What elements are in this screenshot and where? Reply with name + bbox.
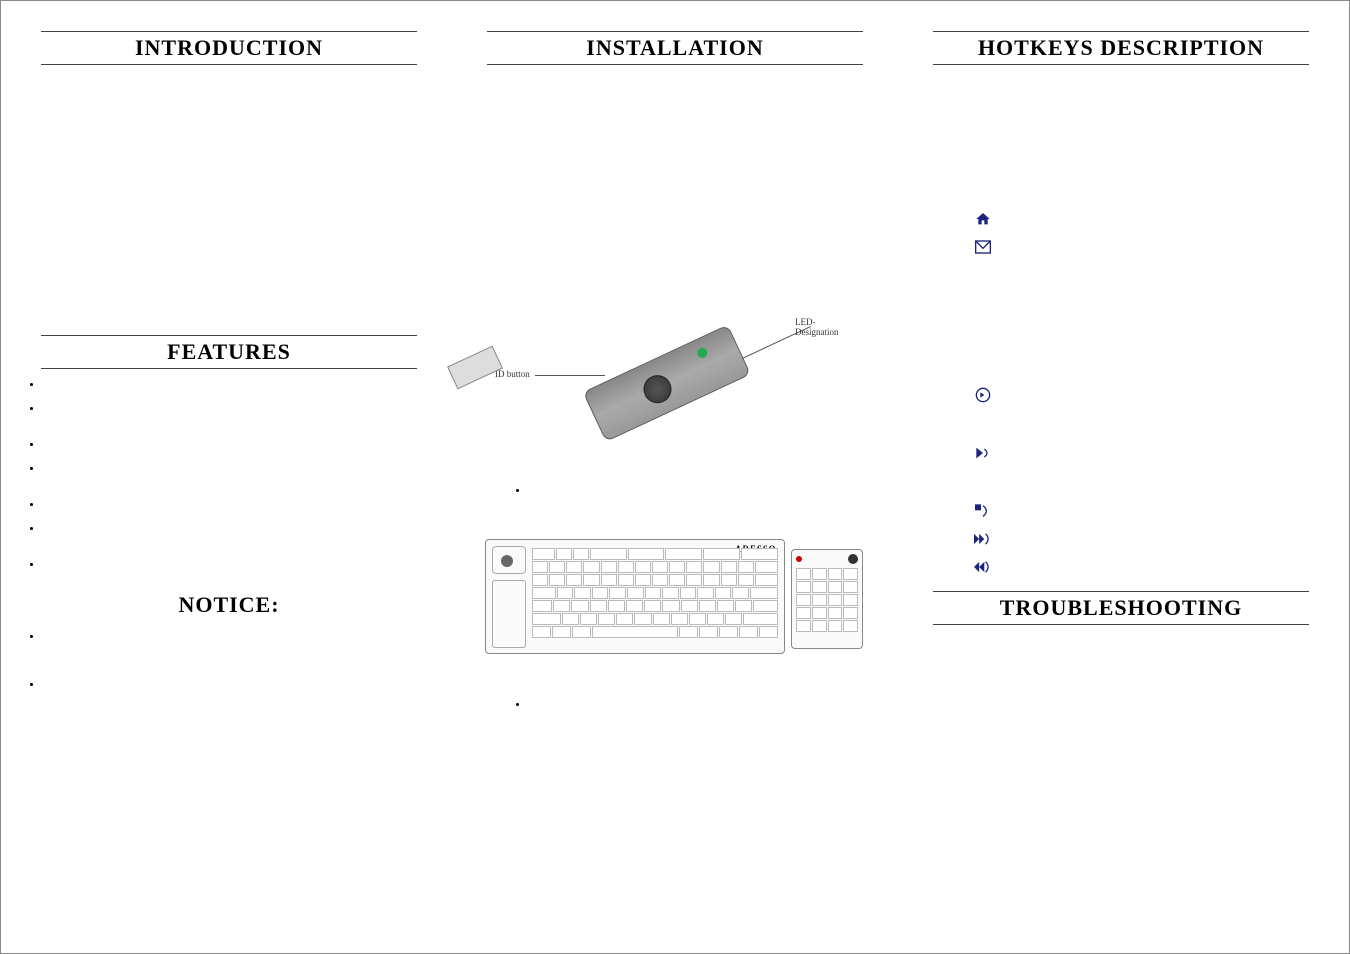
hotkey-row — [973, 209, 1329, 229]
callout-label-led: LED- Designation — [795, 317, 855, 337]
list-item — [43, 559, 437, 571]
column-installation: INSTALLATION LED- Designation ID button … — [467, 31, 883, 923]
page-container: INTRODUCTION FEATURES NOTICE: INSTALLATI… — [0, 0, 1350, 954]
list-item — [43, 439, 437, 451]
heading-introduction: INTRODUCTION — [41, 31, 417, 65]
spacer — [913, 409, 1329, 439]
keyboard-trackball — [492, 546, 526, 574]
keyboard-left-slider — [492, 580, 526, 648]
hotkey-row — [973, 501, 1329, 521]
list-item — [529, 699, 883, 711]
next-track-icon — [973, 530, 993, 548]
notice-list — [21, 631, 437, 727]
prev-track-icon — [973, 558, 993, 576]
keyboard-figure: ADESSO — [485, 539, 865, 669]
list-item — [43, 463, 437, 487]
heading-installation: INSTALLATION — [487, 31, 863, 65]
hotkey-row — [973, 385, 1329, 405]
intro-body-spacer — [21, 75, 437, 335]
list-item — [43, 499, 437, 511]
list-item — [43, 379, 437, 391]
dongle-usb-plug — [447, 346, 503, 390]
dongle-body — [583, 324, 758, 455]
play-icon — [973, 444, 993, 462]
spacer — [913, 261, 1329, 381]
hotkey-row — [973, 443, 1329, 463]
callout-label-id: ID button — [495, 369, 530, 379]
list-item — [43, 523, 437, 547]
heading-notice: NOTICE: — [41, 589, 417, 621]
heading-features: FEATURES — [41, 335, 417, 369]
list-item — [43, 403, 437, 427]
column-hotkeys: HOTKEYS DESCRIPTION — [913, 31, 1329, 923]
hotkey-row — [973, 557, 1329, 577]
home-icon — [973, 210, 993, 228]
list-item — [43, 631, 437, 667]
hotkey-row — [973, 237, 1329, 257]
stop-icon — [973, 502, 993, 520]
callout-line-id — [535, 375, 605, 376]
spacer — [467, 509, 883, 539]
usb-dongle-figure: LED- Designation ID button — [495, 315, 855, 475]
install-bottom-list — [507, 699, 883, 723]
install-body-spacer — [467, 75, 883, 275]
hotkey-row — [973, 529, 1329, 549]
column-introduction: INTRODUCTION FEATURES NOTICE: — [21, 31, 437, 923]
spacer — [913, 75, 1329, 205]
spacer — [913, 581, 1329, 591]
spacer — [467, 669, 883, 699]
keyboard-numpad — [791, 549, 863, 649]
heading-troubleshooting: TROUBLESHOOTING — [933, 591, 1309, 625]
install-mid-list — [507, 485, 883, 509]
heading-hotkeys: HOTKEYS DESCRIPTION — [933, 31, 1309, 65]
spacer — [913, 467, 1329, 497]
list-item — [43, 679, 437, 715]
features-list — [21, 379, 437, 583]
list-item — [529, 485, 883, 497]
mail-icon — [973, 238, 993, 256]
keyboard-keys — [532, 548, 778, 647]
mute-icon — [973, 386, 993, 404]
keyboard-main: ADESSO — [485, 539, 785, 654]
